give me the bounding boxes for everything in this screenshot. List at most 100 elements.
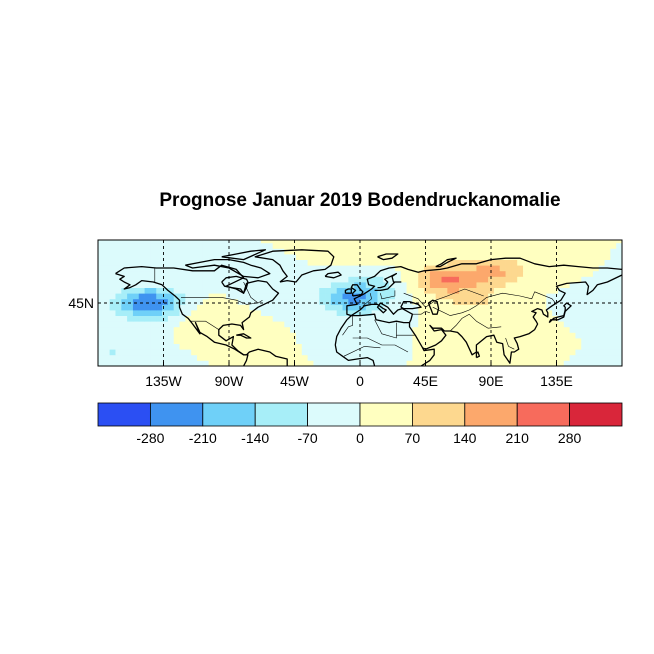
anomaly-cell — [121, 276, 128, 283]
anomaly-cell — [342, 321, 349, 328]
anomaly-cell — [552, 298, 559, 305]
anomaly-cell — [319, 265, 326, 272]
anomaly-cell — [231, 354, 239, 361]
anomaly-cell — [167, 298, 175, 305]
anomaly-cell — [202, 349, 210, 356]
anomaly-cell — [412, 259, 419, 266]
anomaly-cell — [540, 254, 547, 260]
anomaly-cell — [98, 315, 105, 322]
anomaly-cell — [394, 304, 402, 311]
anomaly-cell — [284, 287, 291, 294]
anomaly-cell — [150, 242, 157, 249]
anomaly-cell — [569, 254, 576, 260]
anomaly-cell — [255, 321, 262, 328]
anomaly-cell — [505, 270, 512, 277]
anomaly-cell — [342, 315, 349, 322]
anomaly-cell — [453, 270, 460, 277]
anomaly-cell — [528, 349, 536, 356]
anomaly-cell — [121, 343, 128, 350]
anomaly-cell — [162, 254, 169, 260]
anomaly-cell — [290, 265, 297, 272]
anomaly-cell — [127, 360, 134, 366]
anomaly-cell — [109, 276, 116, 283]
anomaly-cell — [493, 265, 501, 272]
anomaly-cell — [505, 242, 512, 249]
anomaly-cell — [255, 259, 262, 266]
anomaly-cell — [546, 287, 553, 294]
anomaly-cell — [435, 240, 442, 244]
anomaly-cell — [237, 240, 244, 244]
anomaly-cell — [231, 265, 239, 272]
anomaly-cell — [604, 354, 611, 361]
anomaly-cell — [98, 270, 105, 277]
anomaly-cell — [266, 321, 274, 328]
anomaly-cell — [476, 326, 483, 333]
anomaly-cell — [546, 265, 553, 272]
anomaly-cell — [295, 354, 303, 361]
anomaly-cell — [278, 338, 285, 344]
anomaly-cell — [179, 282, 186, 288]
anomaly-cell — [424, 343, 431, 350]
anomaly-cell — [342, 326, 349, 333]
anomaly-cell — [144, 265, 151, 272]
anomaly-cell — [284, 242, 291, 249]
anomaly-cell — [458, 242, 466, 249]
anomaly-cell — [592, 242, 600, 249]
anomaly-cell — [371, 270, 378, 277]
anomaly-cell — [109, 242, 116, 249]
anomaly-cell — [179, 360, 186, 366]
anomaly-cell — [179, 326, 186, 333]
anomaly-cell — [493, 360, 501, 366]
anomaly-cell — [435, 282, 442, 288]
anomaly-cell — [255, 287, 262, 294]
anomaly-cell — [453, 304, 460, 311]
anomaly-cell — [610, 315, 617, 322]
anomaly-cell — [127, 338, 134, 344]
anomaly-cell — [394, 310, 402, 316]
anomaly-cell — [138, 293, 145, 300]
anomaly-cell — [534, 338, 541, 344]
anomaly-cell — [598, 338, 605, 344]
colorbar-swatch — [464, 402, 518, 427]
anomaly-cell — [517, 360, 524, 366]
anomaly-cell — [342, 254, 349, 260]
anomaly-cell — [173, 254, 180, 260]
anomaly-cell — [400, 242, 407, 249]
anomaly-cell — [325, 293, 332, 300]
anomaly-cell — [394, 354, 402, 361]
anomaly-cell — [144, 248, 151, 255]
anomaly-cell — [301, 332, 308, 339]
anomaly-cell — [121, 338, 128, 344]
anomaly-cell — [261, 338, 268, 344]
anomaly-cell — [587, 304, 594, 311]
anomaly-cell — [354, 259, 361, 266]
anomaly-cell — [115, 259, 122, 266]
anomaly-cell — [109, 326, 116, 333]
anomaly-cell — [127, 240, 134, 244]
anomaly-cell — [185, 343, 192, 350]
anomaly-cell — [458, 282, 466, 288]
anomaly-cell — [383, 240, 390, 244]
anomaly-cell — [272, 360, 279, 366]
anomaly-cell — [511, 293, 518, 300]
anomaly-cell — [156, 343, 163, 350]
anomaly-cell — [261, 310, 268, 316]
anomaly-cell — [98, 321, 105, 328]
anomaly-cell — [424, 270, 431, 277]
anomaly-cell — [523, 270, 530, 277]
x-tick-label: 135W — [145, 373, 182, 389]
anomaly-cell — [493, 315, 501, 322]
anomaly-cell — [173, 242, 180, 249]
anomaly-cell — [383, 304, 390, 311]
anomaly-cell — [290, 270, 297, 277]
anomaly-cell — [127, 332, 134, 339]
anomaly-cell — [109, 360, 116, 366]
anomaly-cell — [295, 321, 303, 328]
anomaly-cell — [319, 298, 326, 305]
anomaly-cell — [214, 248, 221, 255]
anomaly-cell — [365, 298, 373, 305]
anomaly-cell — [435, 315, 442, 322]
anomaly-cell — [546, 326, 553, 333]
anomaly-cell — [290, 343, 297, 350]
anomaly-cell — [301, 265, 308, 272]
